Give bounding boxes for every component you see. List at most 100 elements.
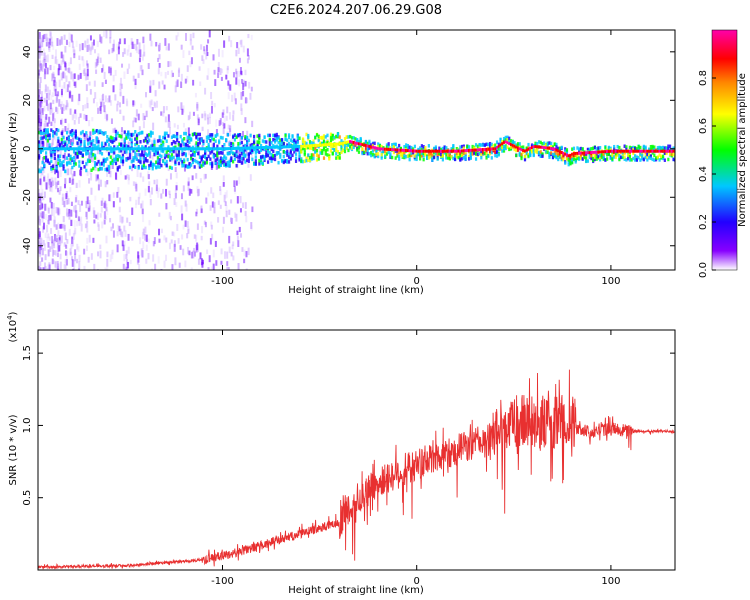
noise-cell xyxy=(193,234,196,239)
noise-cell xyxy=(125,98,128,106)
ridge-cell xyxy=(273,145,277,149)
band-cell xyxy=(186,135,189,140)
ridge-cell xyxy=(305,144,308,148)
band-cell xyxy=(72,131,76,135)
ridge-cell xyxy=(501,142,504,146)
band-cell xyxy=(293,138,296,143)
band-cell xyxy=(441,146,444,151)
band-cell xyxy=(377,142,380,146)
noise-cell xyxy=(46,54,49,63)
noise-cell xyxy=(38,265,41,270)
noise-cell xyxy=(38,249,41,257)
noise-cell xyxy=(97,224,100,232)
band-cell xyxy=(92,128,95,133)
band-cell xyxy=(518,153,521,157)
ridge-cell xyxy=(356,141,359,145)
band-cell xyxy=(551,155,555,160)
ridge-cell xyxy=(363,143,366,147)
ridge-cell xyxy=(635,149,638,153)
band-cell xyxy=(205,160,208,165)
noise-cell xyxy=(139,65,142,72)
ridge-cell xyxy=(352,140,355,144)
noise-cell xyxy=(184,128,187,133)
ridge-cell xyxy=(621,149,624,153)
band-cell xyxy=(398,143,401,148)
band-cell xyxy=(163,133,167,138)
noise-cell xyxy=(154,90,157,97)
noise-cell xyxy=(46,122,49,127)
band-cell xyxy=(104,131,107,135)
noise-cell xyxy=(199,178,202,183)
noise-cell xyxy=(197,118,200,126)
band-cell xyxy=(247,138,250,143)
band-cell xyxy=(284,159,287,164)
band-cell xyxy=(244,160,247,164)
ridge-cell xyxy=(422,149,425,153)
band-cell xyxy=(625,158,628,162)
band-cell xyxy=(319,151,322,155)
band-cell xyxy=(343,137,347,141)
band-cell xyxy=(497,142,500,147)
band-cell xyxy=(106,134,109,139)
noise-cell xyxy=(143,148,146,155)
band-cell xyxy=(240,149,243,153)
ridge-cell xyxy=(266,145,270,149)
band-cell xyxy=(336,149,340,154)
noise-cell xyxy=(125,254,128,260)
band-cell xyxy=(163,135,167,140)
noise-cell xyxy=(85,135,88,142)
noise-cell xyxy=(247,33,250,39)
noise-cell xyxy=(112,43,115,52)
band-cell xyxy=(93,164,97,168)
band-cell xyxy=(515,148,518,153)
band-cell xyxy=(58,154,62,159)
ridge-cell xyxy=(419,149,422,153)
ridge-cell xyxy=(275,145,278,149)
ridge-cell xyxy=(672,149,675,153)
noise-cell xyxy=(225,204,228,212)
noise-cell xyxy=(173,123,176,128)
band-cell xyxy=(322,147,326,152)
band-cell xyxy=(331,144,334,149)
ridge-cell xyxy=(663,149,666,153)
noise-cell xyxy=(70,201,73,206)
band-cell xyxy=(137,148,140,153)
band-cell xyxy=(142,165,146,170)
band-cell xyxy=(71,128,74,133)
band-cell xyxy=(142,139,146,143)
noise-cell xyxy=(160,71,163,77)
band-cell xyxy=(370,150,373,155)
band-cell xyxy=(340,139,343,143)
noise-cell xyxy=(220,76,223,81)
band-cell xyxy=(459,151,462,156)
band-cell xyxy=(429,154,432,159)
band-cell xyxy=(457,152,460,157)
ridge-cell xyxy=(104,147,107,151)
band-cell xyxy=(572,146,576,151)
band-cell xyxy=(307,133,310,138)
band-cell xyxy=(132,149,135,153)
ridge-cell xyxy=(648,149,651,153)
ridge-cell xyxy=(534,145,537,149)
noise-cell xyxy=(147,171,150,179)
band-cell xyxy=(244,153,247,158)
noise-cell xyxy=(54,161,57,167)
band-cell xyxy=(142,163,146,168)
band-cell xyxy=(100,143,104,148)
ridge-cell xyxy=(359,142,362,146)
band-cell xyxy=(412,150,415,155)
ridge-cell xyxy=(53,147,56,151)
band-cell xyxy=(188,140,191,144)
ridge-cell xyxy=(384,147,387,151)
noise-cell xyxy=(50,177,53,183)
band-cell xyxy=(239,141,242,146)
band-cell xyxy=(331,133,334,138)
band-cell xyxy=(176,157,179,162)
band-cell xyxy=(268,151,271,155)
band-cell xyxy=(653,145,656,149)
band-cell xyxy=(57,128,60,133)
band-cell xyxy=(183,151,186,156)
band-cell xyxy=(162,143,165,147)
band-cell xyxy=(303,141,306,145)
noise-cell xyxy=(46,236,49,244)
